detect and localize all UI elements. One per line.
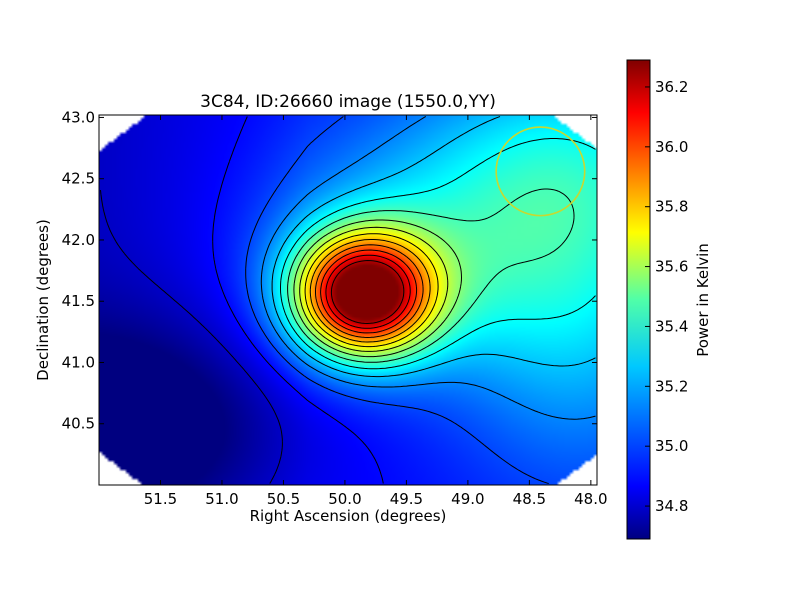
colorbar: 34.8 35.0 35.2 35.4 35.6 35.8 36.0 36.2 [626,59,688,540]
contour-line [309,239,431,343]
x-tick-label: 51.5 [144,490,177,508]
contour-line [287,188,575,363]
x-tick-label: 50.5 [267,490,300,508]
contour-line [100,190,283,484]
colorbar-tick-label: 36.0 [655,138,688,156]
contour-line [293,219,462,358]
contour-line [299,226,449,352]
x-tick-label: 48.5 [513,490,546,508]
colorbar-gradient [627,60,650,539]
colorbar-tick-label: 35.0 [655,437,688,455]
contour-line [245,116,549,484]
y-tick-label: 42.0 [62,231,95,249]
x-tick-label: 48.0 [574,490,607,508]
contour-lines [100,116,596,484]
contour-line [320,249,418,334]
y-tick-label: 41.0 [62,353,95,371]
x-axis: 51.5 51.0 50.5 50.0 49.5 49.0 48.5 48.0 [144,115,608,508]
colorbar-tick-label: 36.2 [655,78,688,96]
heatmap-image [99,115,597,485]
x-tick-label: 49.0 [451,490,484,508]
y-axis: 40.5 41.0 41.5 42.0 42.5 43.0 [62,108,597,433]
colorbar-tick-label: 35.4 [655,317,688,335]
y-axis-label: Declination (degrees) [34,219,52,381]
y-tick-label: 40.5 [62,415,95,433]
plot-area [98,114,598,486]
x-tick-label: 51.0 [205,490,238,508]
contour-line [325,254,411,329]
contour-line [271,116,596,378]
colorbar-tick-label: 35.6 [655,258,688,276]
colorbar-tick-label: 35.8 [655,198,688,216]
colorbar-tick-label: 35.2 [655,377,688,395]
contour-line [304,233,439,348]
chart-title: 3C84, ID:26660 image (1550.0,YY) [200,92,496,112]
contour-line [280,138,596,370]
contour-line [212,116,384,484]
colorbar-ticks: 34.8 35.0 35.2 35.4 35.6 35.8 36.0 36.2 [645,78,688,515]
colorbar-frame [626,59,651,540]
beam-circle [495,126,586,217]
y-tick-label: 41.5 [62,292,95,310]
x-axis-label: Right Ascension (degrees) [250,507,447,525]
contour-line [260,116,596,420]
colorbar-label: Power in Kelvin [694,243,712,357]
colorbar-tick-label: 34.8 [655,497,688,515]
plot-frame [98,114,598,486]
y-tick-label: 43.0 [62,108,95,126]
contour-line [330,260,405,324]
x-tick-label: 50.0 [328,490,361,508]
contour-line [315,244,424,338]
x-tick-label: 49.5 [390,490,423,508]
y-tick-label: 42.5 [62,170,95,188]
